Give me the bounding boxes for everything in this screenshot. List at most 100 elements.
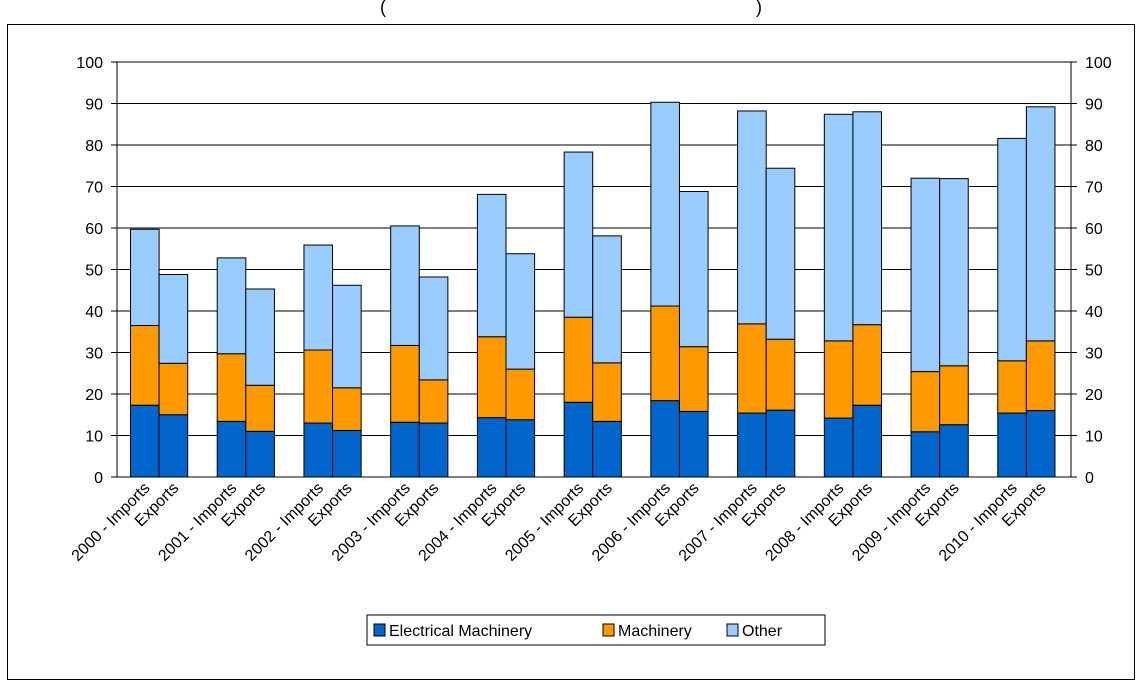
bar-segment xyxy=(852,324,883,406)
y-right-tick-label: 20 xyxy=(1085,387,1103,404)
y-left-tick-label: 0 xyxy=(94,470,103,487)
bar-segment xyxy=(592,420,622,478)
bar-segment xyxy=(650,400,680,478)
y-right-tick-label: 50 xyxy=(1085,263,1103,280)
bar-segment xyxy=(390,225,420,346)
chart-frame xyxy=(7,24,1135,680)
bar-segment xyxy=(418,276,449,381)
legend-label: Machinery xyxy=(618,623,692,640)
bar-segment xyxy=(390,421,420,478)
bar-segment xyxy=(476,336,507,419)
bar-segment xyxy=(650,101,680,307)
legend-swatch xyxy=(726,623,739,637)
bar-segment xyxy=(418,422,449,478)
bar-segment xyxy=(245,288,275,386)
bar-segment xyxy=(1025,106,1056,342)
bar-segment xyxy=(910,431,941,478)
bar-segment xyxy=(390,344,420,423)
bar-segment xyxy=(997,137,1027,362)
bar-segment xyxy=(505,368,536,421)
bar-segment xyxy=(303,422,334,478)
y-right-tick-label: 80 xyxy=(1085,138,1103,155)
bar-segment xyxy=(592,235,622,364)
bar-segment xyxy=(910,371,941,433)
legend-label: Other xyxy=(742,623,783,640)
bar-segment xyxy=(765,167,796,340)
bar-segment xyxy=(130,404,160,478)
bar-segment xyxy=(476,193,507,338)
legend-label: Electrical Machinery xyxy=(389,623,532,640)
y-left-tick-label: 90 xyxy=(85,97,103,114)
bar-segment xyxy=(505,253,536,370)
bar-segment xyxy=(939,365,969,426)
y-left-tick-label: 30 xyxy=(85,346,103,363)
bar-segment xyxy=(678,410,709,478)
bar-segment xyxy=(678,190,709,348)
bar-segment xyxy=(997,360,1027,414)
y-right-tick-label: 60 xyxy=(1085,221,1103,238)
bar-segment xyxy=(245,430,275,478)
y-right-tick-label: 30 xyxy=(1085,346,1103,363)
bar-segment xyxy=(158,362,189,416)
bar-segment xyxy=(158,273,189,364)
bar-segment xyxy=(216,353,247,422)
bar-segment xyxy=(678,346,709,412)
y-left-tick-label: 20 xyxy=(85,387,103,404)
chart-title: () xyxy=(0,0,1142,22)
bar-segment xyxy=(910,177,941,373)
bar-segment xyxy=(1025,340,1056,412)
bar-segment xyxy=(852,111,883,326)
bar-segment xyxy=(476,417,507,478)
bar-segment xyxy=(158,414,189,478)
bar-segment xyxy=(1025,410,1056,478)
bar-segment xyxy=(737,412,767,478)
bar-segment xyxy=(563,151,594,318)
y-right-tick-label: 90 xyxy=(1085,97,1103,114)
y-left-tick-label: 100 xyxy=(76,55,103,72)
y-left-tick-label: 60 xyxy=(85,221,103,238)
y-right-tick-label: 100 xyxy=(1085,55,1112,72)
bar-segment xyxy=(245,384,275,432)
legend-swatch xyxy=(602,623,615,637)
bar-segment xyxy=(332,430,362,478)
bar-segment xyxy=(765,409,796,478)
y-left-tick-label: 50 xyxy=(85,263,103,280)
y-left-tick-label: 80 xyxy=(85,138,103,155)
bar-segment xyxy=(650,305,680,402)
bar-segment xyxy=(765,338,796,411)
legend-swatch xyxy=(373,623,386,637)
bar-segment xyxy=(737,110,767,325)
bar-segment xyxy=(303,349,334,424)
bar-segment xyxy=(332,387,362,432)
y-left-tick-label: 40 xyxy=(85,304,103,321)
bar-segment xyxy=(216,420,247,478)
bar-segment xyxy=(939,178,969,367)
bar-segment xyxy=(563,316,594,403)
bar-segment xyxy=(418,379,449,424)
bar-segment xyxy=(823,417,854,478)
bar-segment xyxy=(997,412,1027,478)
bar-segment xyxy=(737,323,767,414)
bar-segment xyxy=(130,228,160,327)
chart-title-right: ) xyxy=(756,0,762,17)
y-left-tick-label: 10 xyxy=(85,429,103,446)
bar-segment xyxy=(303,244,334,351)
y-right-tick-label: 40 xyxy=(1085,304,1103,321)
bar-segment xyxy=(823,113,854,342)
y-left-tick-label: 70 xyxy=(85,180,103,197)
legend-box xyxy=(366,614,826,646)
bar-segment xyxy=(332,284,362,389)
bar-segment xyxy=(592,362,622,422)
y-right-tick-label: 70 xyxy=(1085,180,1103,197)
bar-segment xyxy=(852,404,883,478)
bar-segment xyxy=(563,401,594,478)
y-right-tick-label: 0 xyxy=(1085,470,1094,487)
bar-segment xyxy=(505,419,536,478)
bar-segment xyxy=(216,257,247,355)
bar-segment xyxy=(939,424,969,478)
chart-title-left: ( xyxy=(380,0,386,17)
bar-segment xyxy=(823,340,854,419)
bar-segment xyxy=(130,325,160,406)
y-right-tick-label: 10 xyxy=(1085,429,1103,446)
